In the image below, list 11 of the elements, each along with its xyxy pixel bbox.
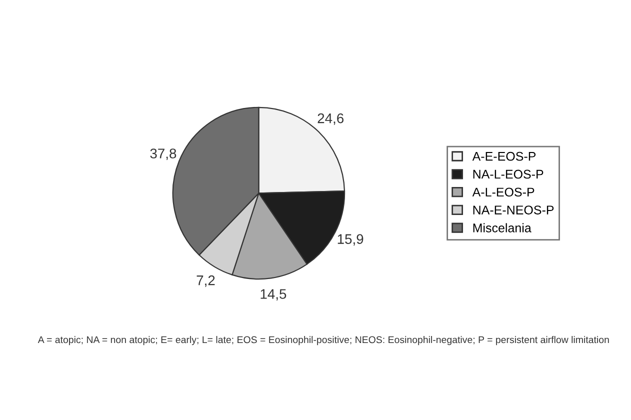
data-label: 14,5 bbox=[260, 289, 286, 301]
legend-label: NA-L-EOS-P bbox=[473, 170, 544, 179]
data-label: 15,9 bbox=[338, 234, 364, 246]
legend-label: A-L-EOS-P bbox=[472, 188, 534, 197]
text: A = atopic; NA = non atopic; E= early; L= late; EOS = Eosinophil-positive; NEOS: Eosinophil-negative; P = persistent airflow limitation bbox=[38, 336, 609, 346]
legend-label: A-E-EOS-P bbox=[472, 152, 536, 161]
data-label: 24,6 bbox=[318, 113, 344, 125]
data-label: 37,8 bbox=[150, 148, 176, 160]
legend-label: NA-E-NEOS-P bbox=[473, 206, 554, 214]
data-label: 7,2 bbox=[196, 275, 215, 287]
legend-label: Miscelania bbox=[473, 223, 532, 232]
